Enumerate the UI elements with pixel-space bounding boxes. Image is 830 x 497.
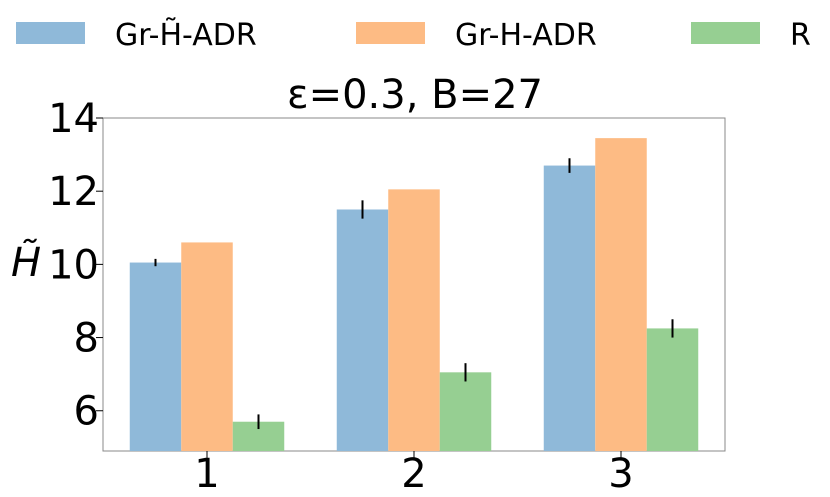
y-tick-label: 6: [74, 389, 99, 435]
y-axis-label: H̃: [11, 238, 41, 286]
y-tick-label: 14: [48, 96, 99, 142]
legend-swatch: [691, 22, 760, 44]
bar: [543, 165, 596, 452]
legend-label: Gr-H-ADR: [455, 18, 597, 53]
chart-title: ε=0.3, B=27: [287, 72, 543, 118]
legend-label: Gr-H̃-ADR: [115, 18, 257, 53]
bar: [388, 189, 440, 451]
bar: [336, 209, 389, 451]
legend-swatch: [356, 22, 425, 44]
y-tick-label: 10: [48, 242, 99, 288]
x-tick-label: 3: [608, 451, 633, 497]
bar: [646, 328, 699, 451]
bar: [181, 242, 233, 451]
y-tick-label: 8: [74, 316, 99, 362]
bar: [129, 262, 182, 451]
legend-label: R: [790, 18, 811, 53]
bar: [595, 138, 647, 451]
legend: Gr-H̃-ADR Gr-H-ADR R: [16, 18, 811, 53]
legend-swatch: [16, 22, 85, 44]
bar: [439, 372, 492, 451]
y-tick-label: 12: [48, 169, 99, 215]
x-tick-label: 2: [401, 451, 426, 497]
x-tick-label: 1: [194, 451, 219, 497]
